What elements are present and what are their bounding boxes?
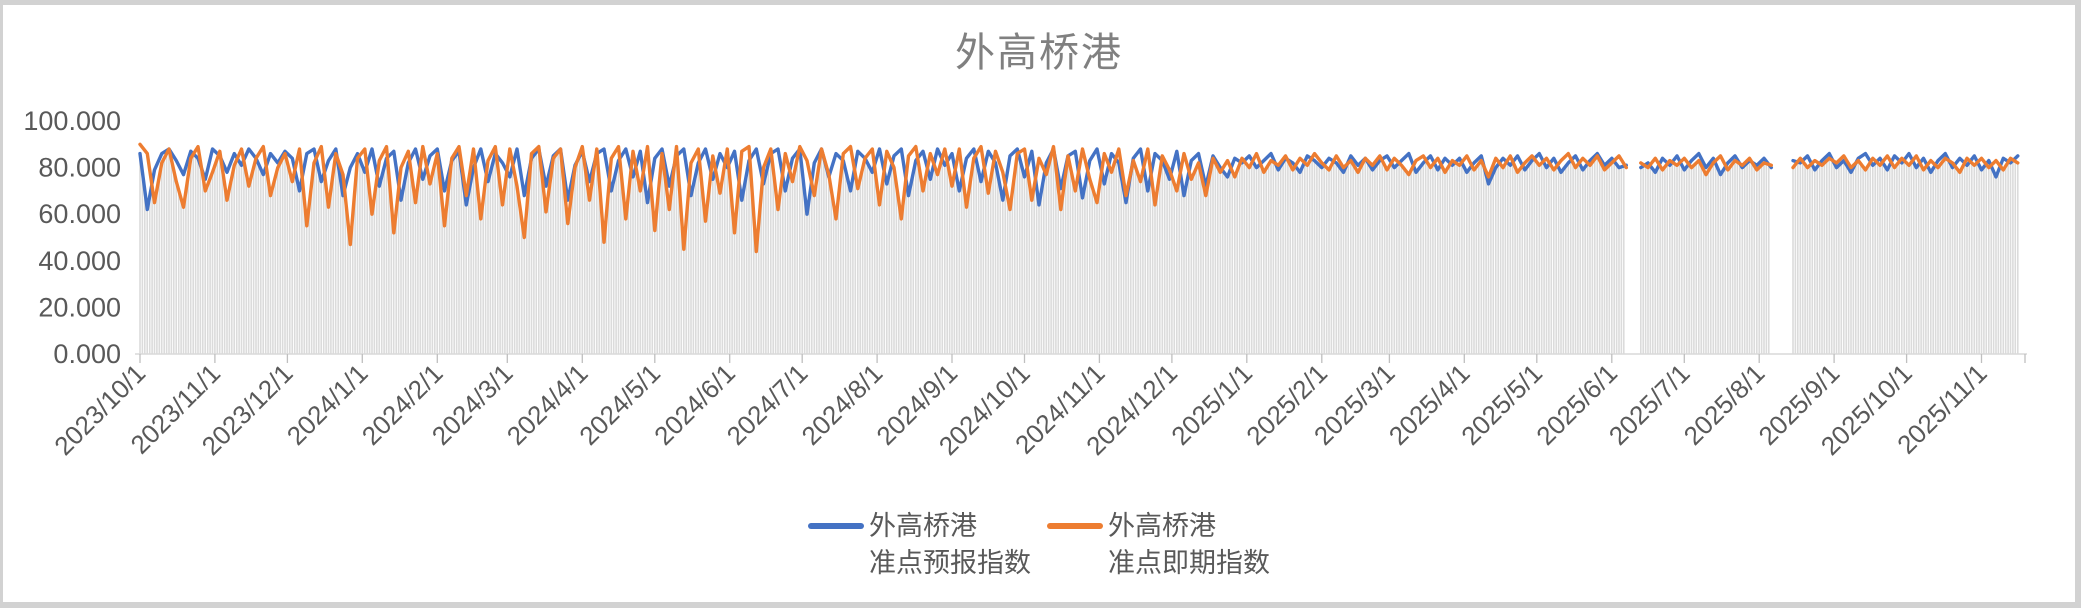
legend-label-spot: 外高桥港 准点即期指数 xyxy=(1108,508,1270,582)
legend-label-line2: 准点预报指数 xyxy=(869,548,1031,578)
plot-area: 2023/10/12023/11/12023/12/12024/1/12024/… xyxy=(23,106,2027,461)
legend-item-forecast-index: 外高桥港 准点预报指数 xyxy=(808,508,1031,582)
forecast-series-line-marker xyxy=(808,523,864,529)
x-tick-label: 2024/7/1 xyxy=(721,358,814,451)
legend-label-forecast: 外高桥港 准点预报指数 xyxy=(869,508,1031,582)
chart-frame: 外高桥港 2023/10/1 2023/11/1 2023/12/1 2024/1/1… xyxy=(3,5,2075,602)
legend-label-line2: 准点即期指数 xyxy=(1108,548,1270,578)
x-tick-label: 2025/5/1 xyxy=(1455,358,1548,451)
legend-label-line1: 外高桥港 xyxy=(869,511,977,541)
y-tick-label: 0.000 xyxy=(53,339,121,369)
x-tick-label: 2024/1/1 xyxy=(281,358,374,451)
y-tick-label: 40.000 xyxy=(38,246,121,276)
spot-series-line-marker xyxy=(1047,523,1103,529)
chart-title: 外高桥港 xyxy=(955,31,1123,75)
legend-item-spot-index: 外高桥港 准点即期指数 xyxy=(1047,508,1270,582)
x-tick-label: 2024/5/1 xyxy=(573,358,666,451)
daily-columns xyxy=(139,149,2019,355)
y-tick-label: 20.000 xyxy=(38,292,121,322)
x-tick-label: 2025/7/1 xyxy=(1603,358,1696,451)
legend: 外高桥港 准点预报指数 外高桥港 准点即期指数 xyxy=(3,508,2075,582)
y-tick-label: 60.000 xyxy=(38,199,121,229)
legend-label-line1: 外高桥港 xyxy=(1108,511,1216,541)
y-axis: 0.000 20.000 40.000 60.000 80.000 100.000 xyxy=(23,106,121,369)
x-tick-label: 2025/8/1 xyxy=(1678,358,1771,451)
y-tick-label: 80.000 xyxy=(38,153,121,183)
x-axis: 2023/10/12023/11/12023/12/12024/1/12024/… xyxy=(48,353,2027,461)
x-tick-label: 2024/8/1 xyxy=(796,358,889,451)
series-line-1 xyxy=(138,142,2020,254)
x-tick-label: 2025/1/1 xyxy=(1165,358,1258,451)
y-tick-label: 100.000 xyxy=(23,106,121,136)
